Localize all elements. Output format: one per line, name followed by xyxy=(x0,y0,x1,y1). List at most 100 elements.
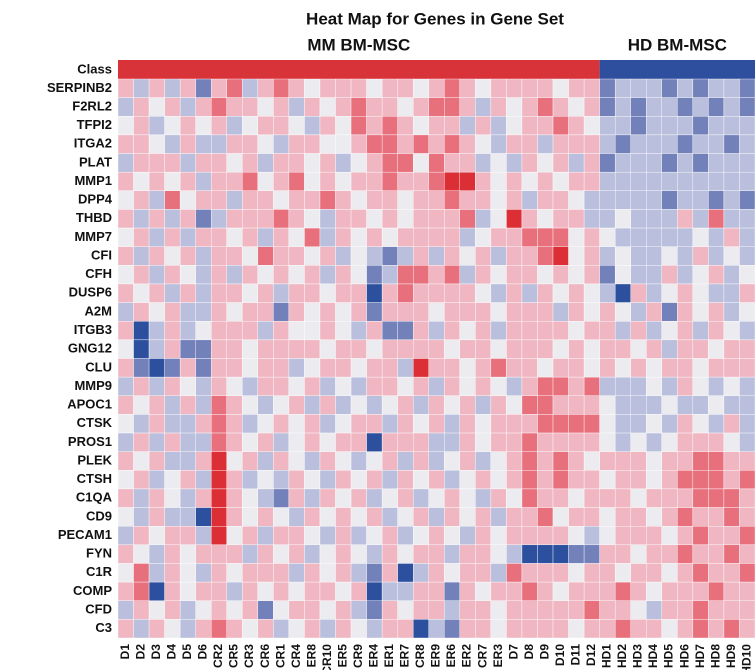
heat-cell xyxy=(335,78,352,98)
heat-cell xyxy=(366,227,383,247)
heat-cell xyxy=(708,451,725,471)
heat-cell xyxy=(708,563,725,583)
heat-cell xyxy=(583,302,600,322)
heat-cell xyxy=(366,619,383,639)
heat-cell xyxy=(412,488,429,508)
heat-cell xyxy=(273,600,290,620)
column-label: D1 xyxy=(118,644,132,660)
heat-cell xyxy=(366,246,383,266)
heat-cell xyxy=(397,619,414,639)
heat-cell xyxy=(117,581,134,601)
heat-cell xyxy=(661,209,678,229)
heat-cell xyxy=(521,544,538,564)
heat-cell xyxy=(459,134,476,154)
heat-cell xyxy=(537,339,554,359)
heat-cell xyxy=(211,600,227,620)
heat-cell xyxy=(195,563,212,583)
heat-cell xyxy=(537,619,554,639)
heat-cell xyxy=(117,619,134,639)
heat-cell xyxy=(117,321,134,341)
heat-cell xyxy=(708,246,725,266)
heat-cell xyxy=(335,265,352,285)
heat-cell xyxy=(428,600,445,620)
heat-cell xyxy=(211,376,227,396)
heat-cell xyxy=(708,358,725,378)
heat-cell xyxy=(211,395,227,415)
row-label: PLAT xyxy=(79,154,112,169)
heat-cell xyxy=(257,246,274,266)
heat-cell xyxy=(164,209,181,229)
heat-cell xyxy=(490,526,507,546)
heat-cell xyxy=(335,526,352,546)
heat-cell xyxy=(521,116,538,136)
heat-cell xyxy=(614,581,631,601)
heat-cell xyxy=(537,116,554,136)
heat-cell xyxy=(242,526,259,546)
heat-cell xyxy=(273,395,290,415)
heat-cell xyxy=(319,395,336,415)
heat-cell xyxy=(444,153,461,173)
heat-cell xyxy=(288,116,305,136)
heat-cell xyxy=(568,209,585,229)
heat-cell xyxy=(506,302,523,322)
heat-cell xyxy=(164,134,181,154)
heat-cell xyxy=(257,97,274,117)
heat-cell xyxy=(444,432,461,452)
heat-cell xyxy=(319,283,336,303)
heat-cell xyxy=(366,153,383,173)
heat-cell xyxy=(630,544,647,564)
heat-cell xyxy=(242,619,259,639)
heat-cell xyxy=(381,134,398,154)
heat-cell xyxy=(397,116,414,136)
heat-cell xyxy=(568,265,585,285)
heat-cell xyxy=(366,432,383,452)
heat-cell xyxy=(521,153,538,173)
heat-cell xyxy=(350,227,367,247)
heat-cell xyxy=(599,488,616,508)
heat-cell xyxy=(506,227,523,247)
column-label: D8 xyxy=(522,644,536,660)
heat-cell xyxy=(257,451,274,471)
heat-cell xyxy=(397,358,414,378)
heat-cell xyxy=(568,339,585,359)
heat-cell xyxy=(630,600,647,620)
heat-cell xyxy=(475,358,492,378)
heat-cell xyxy=(723,488,740,508)
heat-cell xyxy=(273,209,290,229)
heat-cell xyxy=(117,339,134,359)
heat-cell xyxy=(723,116,740,136)
heat-cell xyxy=(164,395,181,415)
heat-cell xyxy=(350,283,367,303)
heat-cell xyxy=(490,432,507,452)
heat-cell xyxy=(319,302,336,322)
heat-cell xyxy=(428,153,445,173)
heat-cell xyxy=(350,153,367,173)
heat-cell xyxy=(412,432,429,452)
heat-cell xyxy=(444,358,461,378)
heat-cell xyxy=(537,358,554,378)
heat-cell xyxy=(630,283,647,303)
heat-cell xyxy=(257,227,274,247)
heat-cell xyxy=(350,507,367,527)
heat-cell xyxy=(661,97,678,117)
heat-cell xyxy=(661,78,678,98)
heat-cell xyxy=(552,171,569,192)
heat-cell xyxy=(490,358,507,378)
heat-cell xyxy=(506,321,523,341)
heat-cell xyxy=(444,97,461,117)
heat-cell xyxy=(568,600,585,620)
heat-cell xyxy=(677,265,694,285)
heat-cell xyxy=(521,209,538,229)
heat-cell xyxy=(288,227,305,247)
heat-cell xyxy=(475,97,492,117)
heat-cell xyxy=(692,134,709,154)
heat-cell xyxy=(242,265,259,285)
heat-cell xyxy=(646,544,662,564)
heat-cell xyxy=(164,97,181,117)
heat-cell xyxy=(677,190,694,210)
heat-cell xyxy=(521,97,538,117)
heat-cell xyxy=(552,339,569,359)
heat-cell xyxy=(381,171,398,192)
heat-cell xyxy=(179,283,196,303)
heat-cell xyxy=(350,190,367,210)
